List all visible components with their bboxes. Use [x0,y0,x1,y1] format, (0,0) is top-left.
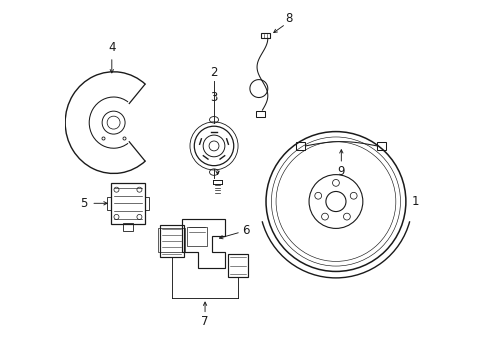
Bar [376,142,386,150]
Text: 5: 5 [80,197,87,210]
Text: 1: 1 [411,195,418,208]
Bar [228,253,247,277]
Bar [255,111,264,117]
Text: 4: 4 [108,41,115,54]
Bar [111,183,144,224]
Bar [144,197,149,210]
Bar [106,197,111,210]
Text: 2: 2 [210,66,217,79]
Bar [160,225,183,257]
Text: 7: 7 [201,315,208,328]
Bar [122,223,133,231]
Text: 3: 3 [210,91,217,104]
Bar [261,33,270,39]
Text: 6: 6 [242,224,249,237]
Bar [296,142,305,150]
Text: 9: 9 [337,165,345,177]
Bar [187,226,206,246]
Text: 8: 8 [285,12,292,25]
Bar [158,228,185,252]
